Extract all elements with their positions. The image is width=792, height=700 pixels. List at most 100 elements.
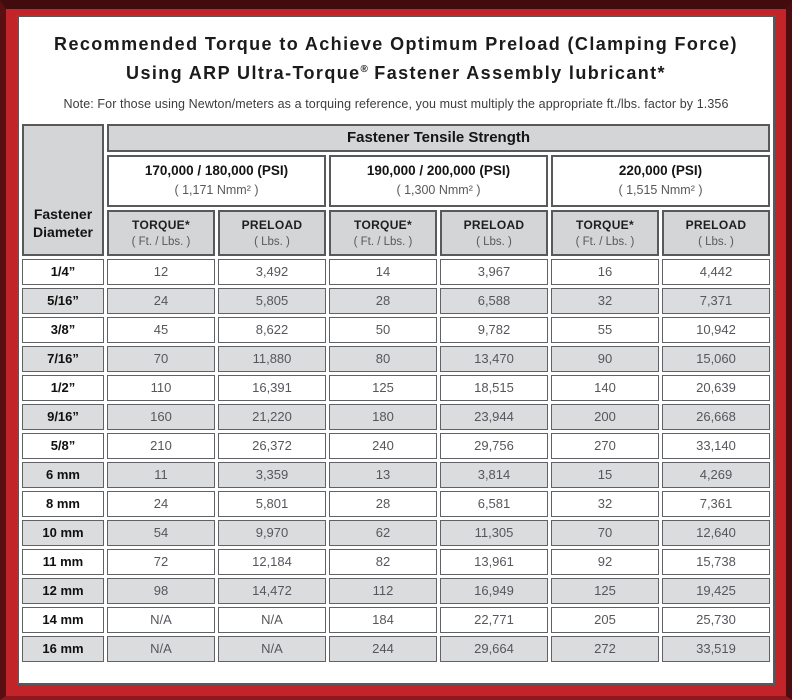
psi-group-header-190-200: 190,000 / 200,000 (PSI) ( 1,300 Nmm² ) <box>329 154 548 207</box>
torque-value-cell: 210 <box>107 432 215 459</box>
preload-header-unit: ( Lbs. ) <box>254 235 290 248</box>
preload-value-cell: 18,515 <box>440 374 548 401</box>
torque-value-cell: 13 <box>329 461 437 488</box>
preload-value-cell: 26,372 <box>218 432 326 459</box>
nmm-label: ( 1,515 Nmm² ) <box>618 183 703 198</box>
diameter-cell: 5/16” <box>22 287 104 314</box>
psi-header-row: 170,000 / 180,000 (PSI) ( 1,171 Nmm² ) 1… <box>22 154 770 207</box>
preload-value-cell: 11,880 <box>218 345 326 372</box>
preload-value-cell: 7,371 <box>662 287 770 314</box>
preload-value-cell: 19,425 <box>662 577 770 604</box>
torque-value-cell: 28 <box>329 490 437 517</box>
torque-value-cell: 82 <box>329 548 437 575</box>
torque-value-cell: 125 <box>551 577 659 604</box>
table-row: 3/8” 45 8,622 50 9,782 55 10,942 <box>22 316 770 343</box>
torque-column-header: TORQUE* ( Ft. / Lbs. ) <box>551 209 659 256</box>
torque-value-cell: 184 <box>329 606 437 633</box>
table-row: 6 mm 11 3,359 13 3,814 15 4,269 <box>22 461 770 488</box>
torque-value-cell: 140 <box>551 374 659 401</box>
torque-value-cell: 112 <box>329 577 437 604</box>
preload-value-cell: 29,756 <box>440 432 548 459</box>
preload-value-cell: 4,442 <box>662 258 770 285</box>
table-row: 8 mm 24 5,801 28 6,581 32 7,361 <box>22 490 770 517</box>
torque-value-cell: 70 <box>551 519 659 546</box>
torque-value-cell: 50 <box>329 316 437 343</box>
preload-value-cell: 16,391 <box>218 374 326 401</box>
preload-value-cell: 15,738 <box>662 548 770 575</box>
torque-value-cell: 14 <box>329 258 437 285</box>
torque-column-header: TORQUE* ( Ft. / Lbs. ) <box>107 209 215 256</box>
torque-value-cell: 92 <box>551 548 659 575</box>
torque-value-cell: 205 <box>551 606 659 633</box>
preload-value-cell: N/A <box>218 635 326 662</box>
preload-value-cell: 14,472 <box>218 577 326 604</box>
registered-trademark-symbol: ® <box>360 63 368 75</box>
diameter-cell: 5/8” <box>22 432 104 459</box>
diameter-cell: 16 mm <box>22 635 104 662</box>
preload-value-cell: 7,361 <box>662 490 770 517</box>
diameter-cell: 11 mm <box>22 548 104 575</box>
diameter-cell: 9/16” <box>22 403 104 430</box>
corner-header-line-2: Diameter <box>33 224 93 241</box>
preload-value-cell: 8,622 <box>218 316 326 343</box>
preload-value-cell: 16,949 <box>440 577 548 604</box>
torque-header-unit: ( Ft. / Lbs. ) <box>353 235 413 248</box>
title-line-1: Recommended Torque to Achieve Optimum Pr… <box>54 34 738 54</box>
torque-value-cell: 240 <box>329 432 437 459</box>
preload-value-cell: 26,668 <box>662 403 770 430</box>
preload-value-cell: 29,664 <box>440 635 548 662</box>
diameter-cell: 6 mm <box>22 461 104 488</box>
preload-value-cell: 25,730 <box>662 606 770 633</box>
preload-value-cell: 15,060 <box>662 345 770 372</box>
preload-value-cell: 33,519 <box>662 635 770 662</box>
torque-value-cell: 98 <box>107 577 215 604</box>
preload-column-header: PRELOAD ( Lbs. ) <box>440 209 548 256</box>
table-row: 12 mm 98 14,472 112 16,949 125 19,425 <box>22 577 770 604</box>
preload-value-cell: 5,801 <box>218 490 326 517</box>
torque-value-cell: 24 <box>107 287 215 314</box>
column-header-row: TORQUE* ( Ft. / Lbs. ) PRELOAD ( Lbs. ) … <box>22 209 770 256</box>
preload-header-label: PRELOAD <box>463 217 525 232</box>
preload-value-cell: 3,492 <box>218 258 326 285</box>
psi-label: 190,000 / 200,000 (PSI) <box>366 163 511 179</box>
preload-value-cell: 10,942 <box>662 316 770 343</box>
preload-header-unit: ( Lbs. ) <box>476 235 512 248</box>
torque-value-cell: 180 <box>329 403 437 430</box>
torque-header-unit: ( Ft. / Lbs. ) <box>131 235 191 248</box>
torque-value-cell: N/A <box>107 606 215 633</box>
tensile-strength-header: Fastener Tensile Strength <box>107 123 770 152</box>
preload-value-cell: 6,581 <box>440 490 548 517</box>
torque-value-cell: 45 <box>107 316 215 343</box>
title-line-2: Using ARP Ultra-Torque® Fastener Assembl… <box>126 63 666 83</box>
diameter-cell: 3/8” <box>22 316 104 343</box>
preload-value-cell: 6,588 <box>440 287 548 314</box>
torque-header-label: TORQUE* <box>132 217 190 232</box>
preload-value-cell: 5,805 <box>218 287 326 314</box>
torque-value-cell: 110 <box>107 374 215 401</box>
torque-value-cell: 12 <box>107 258 215 285</box>
torque-value-cell: 160 <box>107 403 215 430</box>
corner-header: Fastener Diameter <box>22 123 104 256</box>
preload-value-cell: 4,269 <box>662 461 770 488</box>
page-title: Recommended Torque to Achieve Optimum Pr… <box>19 30 773 88</box>
preload-value-cell: 3,359 <box>218 461 326 488</box>
preload-value-cell: 3,814 <box>440 461 548 488</box>
torque-value-cell: 90 <box>551 345 659 372</box>
torque-value-cell: 70 <box>107 345 215 372</box>
torque-value-cell: 244 <box>329 635 437 662</box>
table-row: 1/4” 12 3,492 14 3,967 16 4,442 <box>22 258 770 285</box>
torque-value-cell: 200 <box>551 403 659 430</box>
preload-value-cell: 21,220 <box>218 403 326 430</box>
torque-value-cell: 24 <box>107 490 215 517</box>
torque-value-cell: 80 <box>329 345 437 372</box>
torque-value-cell: N/A <box>107 635 215 662</box>
preload-column-header: PRELOAD ( Lbs. ) <box>218 209 326 256</box>
preload-value-cell: 22,771 <box>440 606 548 633</box>
torque-value-cell: 32 <box>551 287 659 314</box>
preload-value-cell: 12,184 <box>218 548 326 575</box>
preload-value-cell: N/A <box>218 606 326 633</box>
tensile-header-row: Fastener Diameter Fastener Tensile Stren… <box>22 123 770 256</box>
torque-value-cell: 270 <box>551 432 659 459</box>
psi-label: 220,000 (PSI) <box>618 163 703 179</box>
title-block: Recommended Torque to Achieve Optimum Pr… <box>19 17 773 111</box>
